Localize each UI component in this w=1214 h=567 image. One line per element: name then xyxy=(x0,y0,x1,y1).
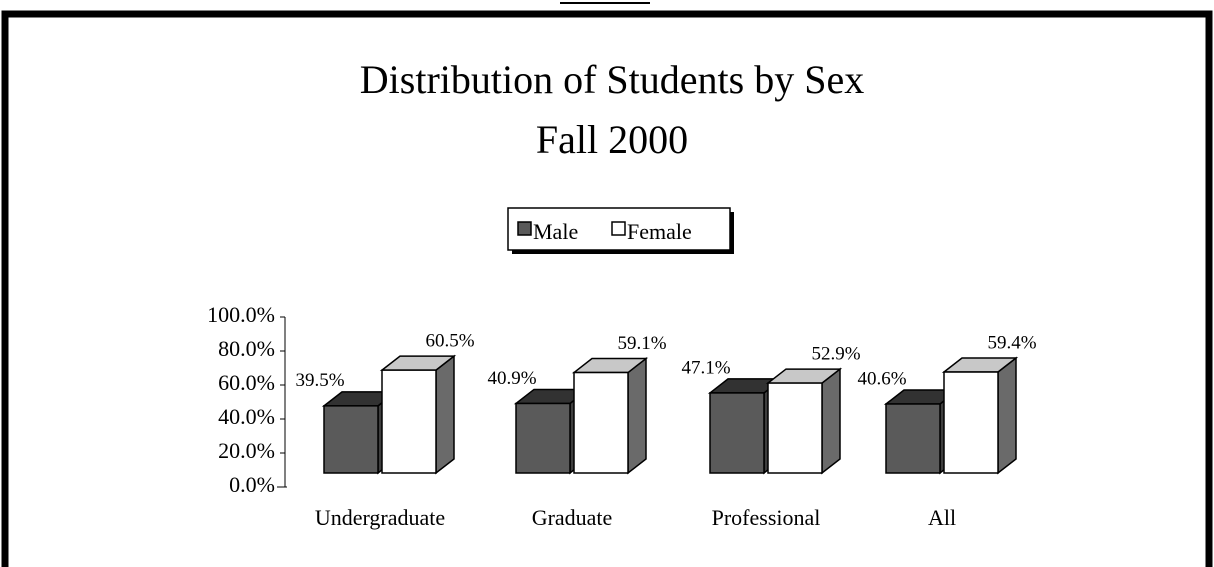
bar-side xyxy=(821,367,841,475)
x-tick-label: Professional xyxy=(712,505,821,530)
legend-label: Male xyxy=(533,219,578,244)
legend-swatch xyxy=(517,221,532,236)
bar xyxy=(941,356,1019,475)
bar-front xyxy=(767,382,823,474)
legend-swatch xyxy=(611,221,626,236)
legend-label: Female xyxy=(627,219,692,244)
value-label: 40.9% xyxy=(487,368,536,389)
y-tick-label: 20.0% xyxy=(218,438,275,463)
value-label: 40.6% xyxy=(857,368,906,389)
frame xyxy=(1,10,1213,567)
value-label: 39.5% xyxy=(295,370,344,391)
chart-title: Distribution of Students by Sex xyxy=(360,57,864,102)
y-tick-label: 100.0% xyxy=(207,302,275,327)
bar xyxy=(765,367,843,475)
value-label: 59.1% xyxy=(617,333,666,354)
bar-front xyxy=(573,371,629,474)
bar-front xyxy=(515,402,571,474)
y-tick-label: 0.0% xyxy=(229,472,275,497)
value-label: 60.5% xyxy=(425,331,474,352)
bar-front xyxy=(943,371,999,474)
y-tick-label: 60.0% xyxy=(218,370,275,395)
bar-front xyxy=(885,403,941,474)
bar-side xyxy=(435,354,455,475)
value-label: 47.1% xyxy=(681,357,730,378)
value-label: 59.4% xyxy=(987,332,1036,353)
bar xyxy=(379,354,457,475)
x-tick-label: Undergraduate xyxy=(315,505,445,530)
value-label: 52.9% xyxy=(811,343,860,364)
chart-subtitle: Fall 2000 xyxy=(536,117,688,162)
bar-side xyxy=(627,356,647,475)
bar-front xyxy=(323,405,379,474)
bar-front xyxy=(709,392,765,474)
bar xyxy=(571,356,649,475)
bar-front xyxy=(381,369,437,474)
y-tick-label: 40.0% xyxy=(218,404,275,429)
x-tick-label: Graduate xyxy=(532,505,613,530)
y-tick-label: 80.0% xyxy=(218,336,275,361)
x-tick-label: All xyxy=(928,505,956,530)
bar-side xyxy=(997,356,1017,475)
